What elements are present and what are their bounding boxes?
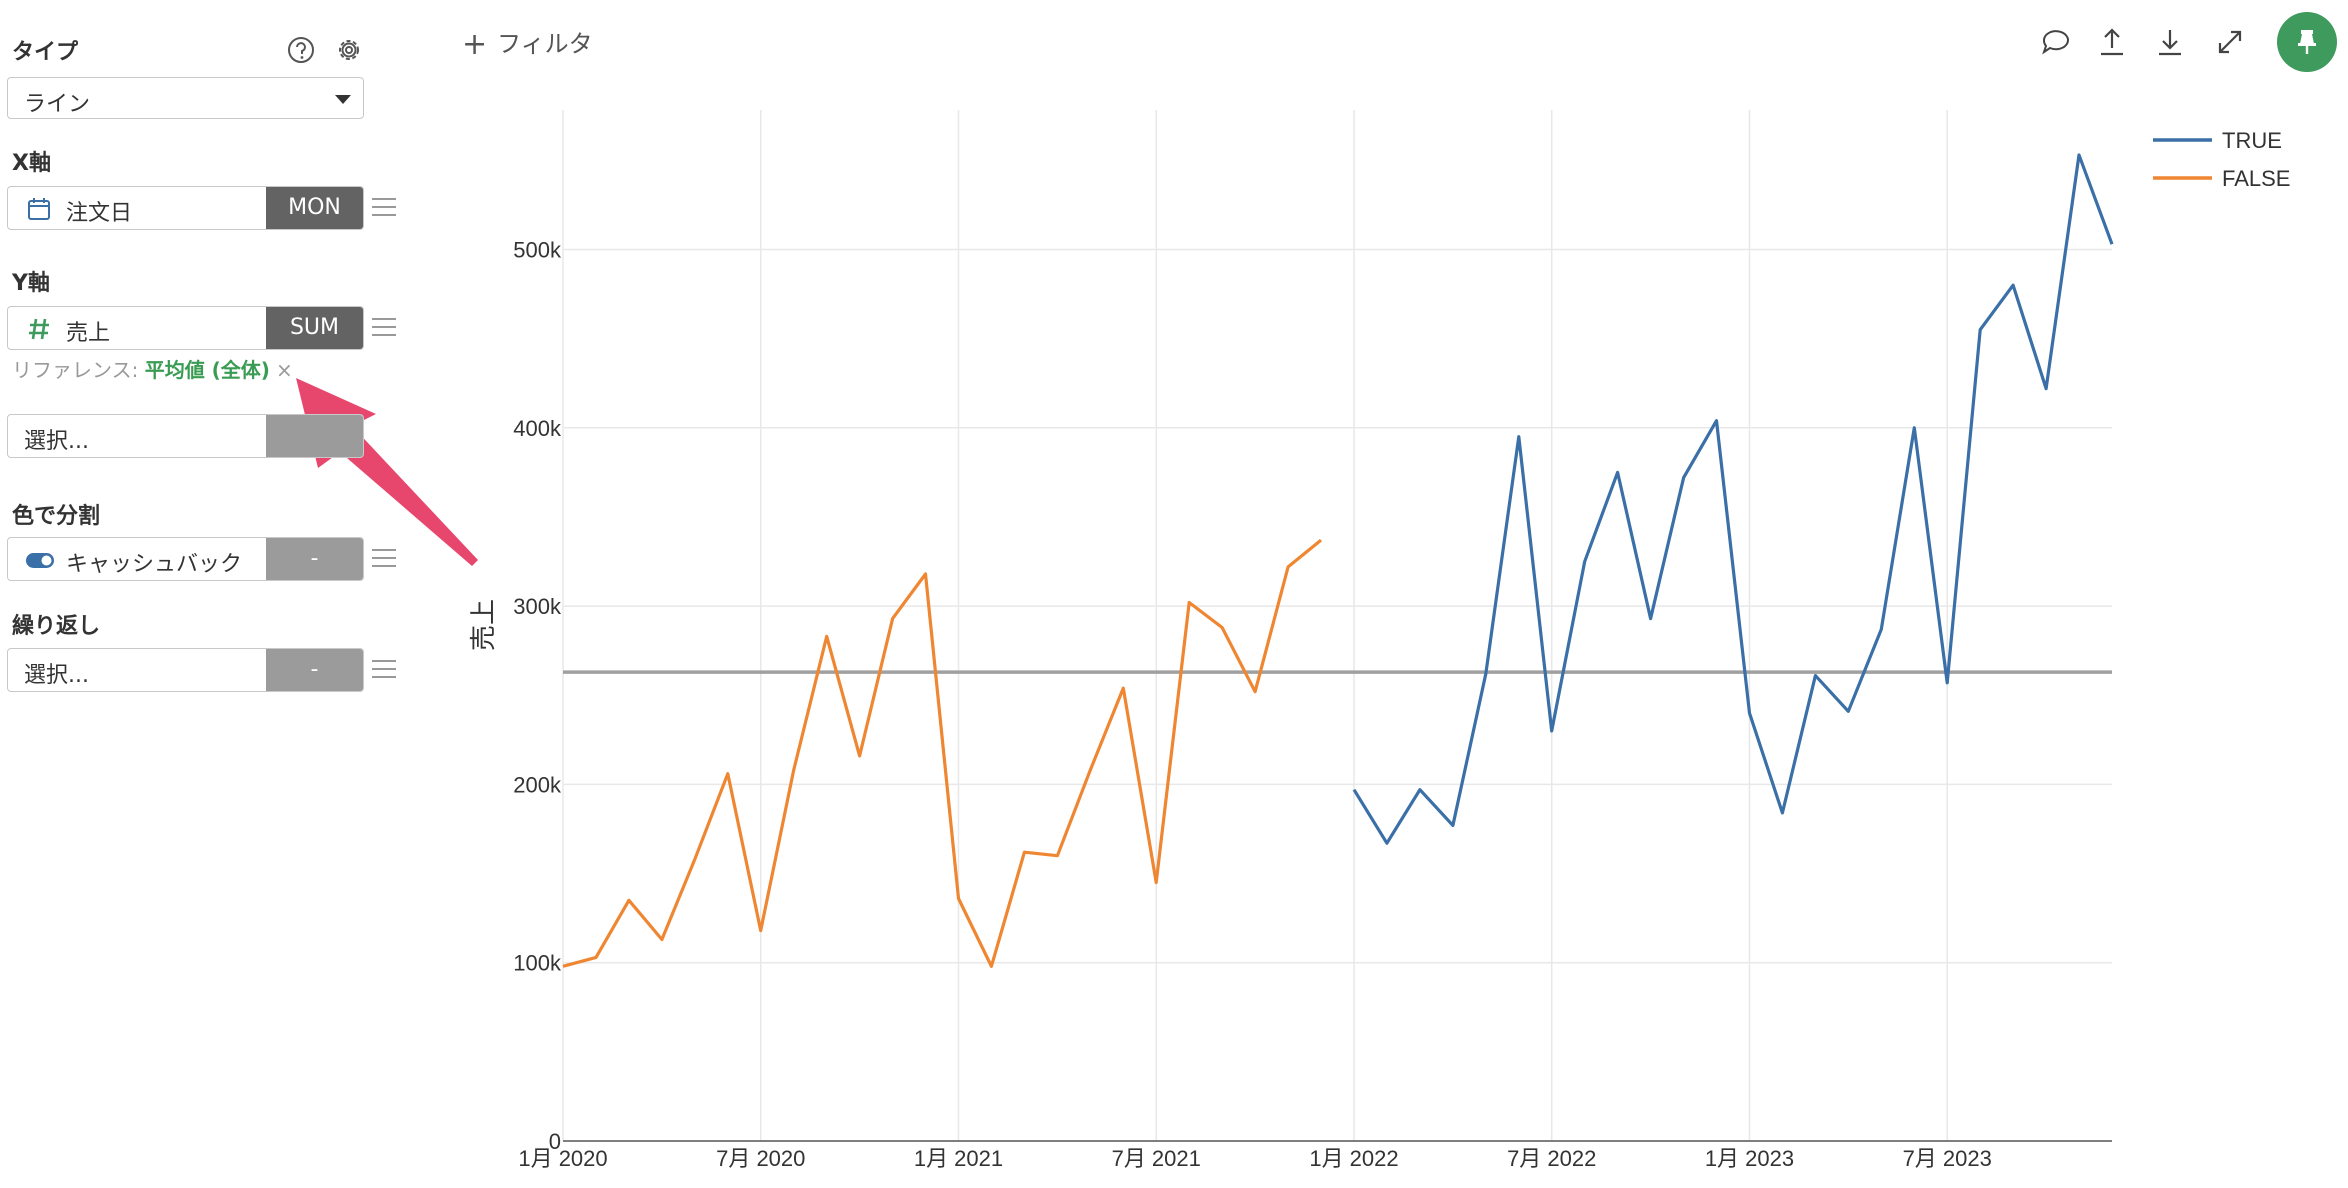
chart-axes: 0 100k 200k 300k 400k 500k 1月 2020 7月 2020 1月 20… (468, 238, 2112, 1171)
series-line-true (1352, 153, 2114, 845)
filter-label: フィルタ (497, 30, 593, 58)
x-tick-label: 1月 2023 (1705, 1146, 1794, 1171)
chart-grid (562, 110, 2112, 1141)
gear-icon[interactable] (334, 35, 364, 65)
y-axis-aggregation-button[interactable]: SUM (266, 307, 363, 349)
y-axis-title: Y軸 (12, 271, 50, 296)
reference-setting: リファレンス: 平均値 (全体) × (12, 354, 293, 383)
x-tick-label: 7月 2023 (1903, 1146, 1992, 1171)
y-tick-label: 0 (549, 1129, 561, 1154)
upload-icon[interactable] (2094, 24, 2130, 60)
legend-label-true: TRUE (2222, 128, 2282, 153)
pin-icon (2298, 30, 2316, 54)
x-tick-label: 7月 2020 (716, 1146, 805, 1171)
color-split-aggregation-button[interactable]: - (266, 538, 363, 580)
download-icon[interactable] (2152, 24, 2188, 60)
repeat-title: 繰り返し (12, 614, 101, 639)
repeat-field-select[interactable]: 選択... - (7, 648, 364, 692)
y-axis-field[interactable]: 売上 SUM (7, 306, 364, 350)
x-tick-label: 1月 2021 (914, 1146, 1003, 1171)
number-icon (29, 318, 49, 340)
color-split-field-label: キャッシュバック (66, 552, 243, 577)
x-axis-field[interactable]: 注文日 MON (7, 186, 364, 230)
repeat-field-placeholder: 選択... (24, 663, 89, 688)
extra-field-placeholder: 選択... (24, 429, 89, 454)
pin-button[interactable] (2277, 12, 2337, 72)
add-filter-button[interactable]: + フィルタ (462, 24, 593, 62)
comment-icon[interactable] (2038, 24, 2074, 60)
toggle-icon (26, 553, 54, 568)
x-axis-aggregation-button[interactable]: MON (266, 187, 363, 229)
y-tick-label: 100k (513, 951, 562, 976)
chart-type-value: ライン (24, 92, 91, 117)
color-split-drag-handle[interactable] (372, 549, 396, 569)
chart-legend[interactable]: TRUE FALSE (2153, 128, 2290, 191)
chevron-down-icon (335, 95, 351, 104)
calendar-icon (28, 198, 50, 220)
repeat-drag-handle[interactable] (372, 660, 396, 680)
x-tick-label: 1月 2020 (518, 1146, 607, 1171)
y-tick-label: 300k (513, 594, 562, 619)
color-split-title: 色で分割 (12, 504, 101, 529)
y-tick-label: 200k (513, 772, 562, 797)
y-axis-drag-handle[interactable] (372, 318, 396, 338)
x-tick-label: 1月 2022 (1309, 1146, 1398, 1171)
y-tick-label: 500k (513, 238, 562, 263)
plus-icon: + (462, 27, 488, 62)
y-axis-label: 売上 (468, 599, 498, 651)
reference-label: リファレンス: (12, 358, 145, 382)
type-section-title: タイプ (12, 40, 79, 65)
repeat-aggregation-button[interactable]: - (266, 649, 363, 691)
reference-value-link[interactable]: 平均値 (全体) (144, 358, 270, 382)
color-split-field[interactable]: キャッシュバック - (7, 537, 364, 581)
chart-series (562, 153, 2114, 968)
y-tick-label: 400k (513, 416, 562, 441)
x-tick-label: 7月 2021 (1112, 1146, 1201, 1171)
legend-label-false: FALSE (2222, 166, 2290, 191)
expand-icon[interactable] (2212, 24, 2248, 60)
series-line-false (562, 538, 1323, 968)
x-axis-field-label: 注文日 (66, 201, 133, 226)
x-axis-title: X軸 (12, 151, 51, 176)
x-axis-drag-handle[interactable] (372, 198, 396, 218)
y-axis-field-label: 売上 (66, 321, 111, 346)
chart-type-select[interactable]: ライン (7, 77, 364, 119)
chart-settings-panel: タイプ ライン X軸 注文日 MON Y軸 売上 SUM (0, 0, 420, 1188)
reference-remove-button[interactable]: × (275, 358, 293, 382)
help-icon[interactable] (286, 35, 316, 65)
extra-field-aggregation-button[interactable] (266, 415, 363, 457)
x-tick-label: 7月 2022 (1507, 1146, 1596, 1171)
extra-field-select[interactable]: 選択... (7, 414, 364, 458)
